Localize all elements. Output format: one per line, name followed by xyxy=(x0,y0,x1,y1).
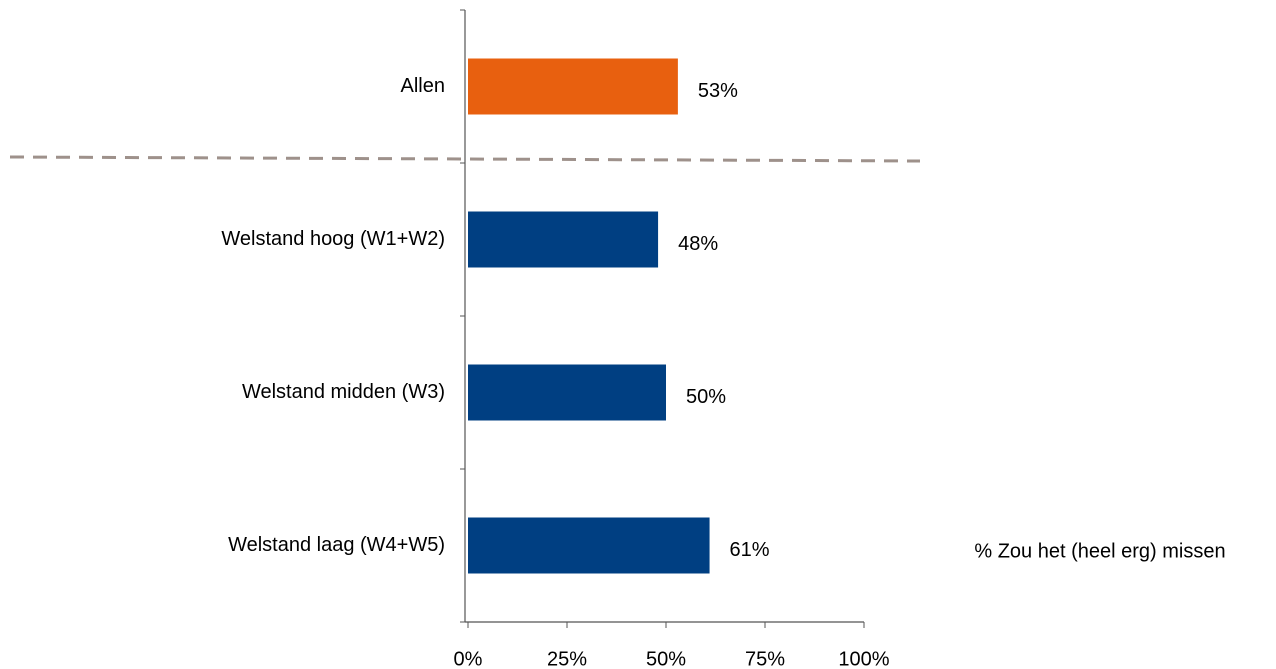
bar xyxy=(468,364,666,421)
y-tick-label: Welstand hoog (W1+W2) xyxy=(221,228,445,250)
value-label: 50% xyxy=(686,386,726,408)
x-tick-label: 50% xyxy=(646,648,686,669)
x-tick-label: 25% xyxy=(547,648,587,669)
legend-label: % Zou het (heel erg) missen xyxy=(974,540,1225,562)
y-tick-label: Welstand midden (W3) xyxy=(242,381,445,403)
bar xyxy=(468,58,678,115)
bar xyxy=(468,517,710,574)
separator-line xyxy=(9,155,921,163)
x-tick-label: 75% xyxy=(745,648,785,669)
value-label: 48% xyxy=(678,233,718,255)
value-label: 53% xyxy=(698,80,738,102)
bar xyxy=(468,211,659,268)
y-tick-label: Welstand laag (W4+W5) xyxy=(228,534,445,556)
value-label: 61% xyxy=(730,539,770,561)
y-tick-label: Allen xyxy=(401,75,445,97)
x-tick-label: 100% xyxy=(838,648,889,669)
x-tick-label: 0% xyxy=(454,648,483,669)
